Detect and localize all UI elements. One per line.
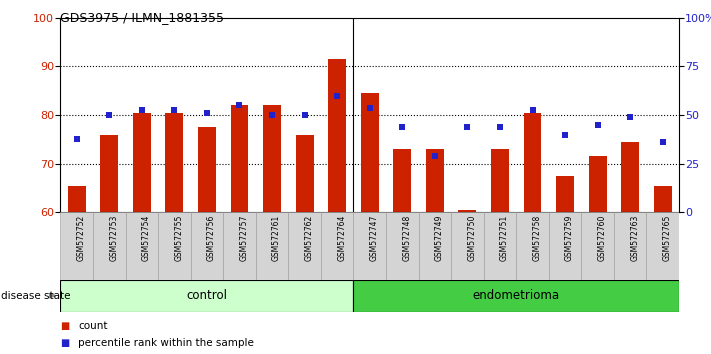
Bar <box>393 149 411 212</box>
Text: GSM572751: GSM572751 <box>500 215 509 261</box>
Bar <box>191 212 223 280</box>
Text: ■: ■ <box>60 338 70 348</box>
Bar <box>582 212 614 280</box>
Bar <box>296 135 314 212</box>
Bar <box>289 212 321 280</box>
Text: GSM572761: GSM572761 <box>272 215 281 261</box>
Text: count: count <box>78 321 107 331</box>
Text: GSM572765: GSM572765 <box>663 215 672 261</box>
Text: ■: ■ <box>60 321 70 331</box>
Bar <box>321 212 353 280</box>
Bar <box>614 212 646 280</box>
Bar <box>328 59 346 212</box>
Bar <box>60 212 93 280</box>
Bar <box>68 185 85 212</box>
Bar <box>654 185 672 212</box>
Text: GSM572747: GSM572747 <box>370 215 379 261</box>
Text: GSM572760: GSM572760 <box>598 215 606 261</box>
Bar <box>621 142 639 212</box>
Bar <box>483 212 516 280</box>
Bar <box>459 210 476 212</box>
Bar <box>451 212 483 280</box>
Bar <box>523 113 542 212</box>
Bar <box>133 113 151 212</box>
Bar <box>549 212 582 280</box>
Text: control: control <box>186 289 228 302</box>
Bar <box>516 212 549 280</box>
Text: GDS3975 / ILMN_1881355: GDS3975 / ILMN_1881355 <box>60 11 225 24</box>
Text: GSM572755: GSM572755 <box>174 215 183 261</box>
Bar <box>646 212 679 280</box>
Bar <box>556 176 574 212</box>
Bar <box>360 93 379 212</box>
Text: disease state: disease state <box>1 291 70 301</box>
Bar <box>100 135 118 212</box>
Bar <box>353 280 679 312</box>
Text: GSM572758: GSM572758 <box>533 215 542 261</box>
Text: GSM572762: GSM572762 <box>304 215 314 261</box>
Bar <box>158 212 191 280</box>
Text: endometrioma: endometrioma <box>473 289 560 302</box>
Text: GSM572749: GSM572749 <box>435 215 444 261</box>
Bar <box>426 149 444 212</box>
Bar <box>263 105 281 212</box>
Bar <box>198 127 216 212</box>
Bar <box>166 113 183 212</box>
Text: GSM572756: GSM572756 <box>207 215 216 261</box>
Bar <box>60 280 353 312</box>
Text: GSM572752: GSM572752 <box>77 215 86 261</box>
Text: GSM572754: GSM572754 <box>141 215 151 261</box>
Text: GSM572750: GSM572750 <box>467 215 476 261</box>
Bar <box>126 212 158 280</box>
Text: GSM572757: GSM572757 <box>240 215 249 261</box>
Bar <box>230 105 248 212</box>
Text: GSM572748: GSM572748 <box>402 215 411 261</box>
Text: GSM572753: GSM572753 <box>109 215 118 261</box>
Bar <box>93 212 126 280</box>
Bar <box>256 212 289 280</box>
Bar <box>419 212 451 280</box>
Bar <box>589 156 606 212</box>
Text: GSM572759: GSM572759 <box>565 215 574 261</box>
Bar <box>223 212 256 280</box>
Text: percentile rank within the sample: percentile rank within the sample <box>78 338 254 348</box>
Text: GSM572764: GSM572764 <box>337 215 346 261</box>
Bar <box>353 212 386 280</box>
Text: GSM572763: GSM572763 <box>630 215 639 261</box>
Bar <box>491 149 509 212</box>
Bar <box>386 212 419 280</box>
